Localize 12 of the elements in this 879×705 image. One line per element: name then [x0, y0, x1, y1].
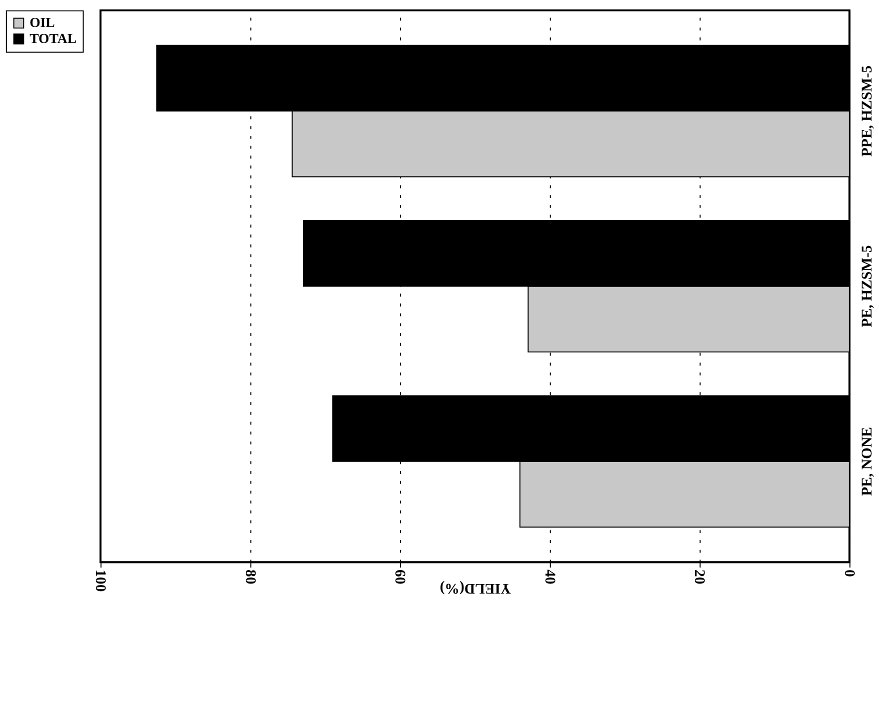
- x-tick-label: 0: [841, 570, 858, 577]
- x-tick-label: 80: [242, 570, 258, 584]
- x-tick-label: 40: [541, 570, 558, 584]
- y-tick-label: PE, HZSM-5: [860, 245, 876, 328]
- x-tick-label: 100: [92, 570, 108, 592]
- y-tick-label: PPE, HZSM-5: [860, 66, 876, 157]
- legend-label: OIL: [30, 15, 55, 30]
- x-tick-label: 60: [392, 570, 408, 584]
- y-tick-label: PE, NONE: [860, 426, 876, 496]
- x-axis-title: YIELD(%): [440, 580, 512, 596]
- x-tick-label: 20: [691, 570, 708, 584]
- legend-label: TOTAL: [30, 30, 77, 46]
